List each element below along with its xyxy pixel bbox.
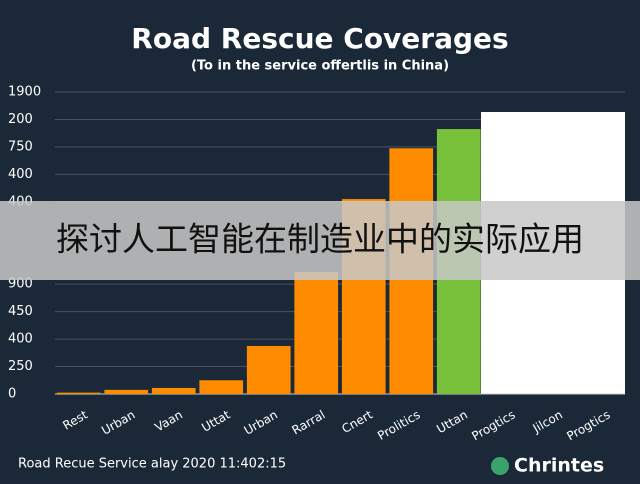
x-tick-label: Urban (242, 408, 280, 438)
x-tick-label: Rarral (290, 408, 328, 438)
x-tick-label: Jilcon (530, 408, 565, 437)
x-tick-label: Progtics (564, 408, 612, 444)
y-tick-label: 1900 (8, 85, 41, 100)
x-tick-label: Prolitics (375, 408, 422, 443)
brand-name: Chrintes (514, 455, 604, 477)
y-tick-label: 400 (8, 167, 33, 182)
y-tick-label: 450 (8, 304, 33, 319)
caption-banner (0, 201, 640, 280)
bar (199, 380, 244, 394)
y-tick-label: 250 (8, 359, 33, 374)
bar (104, 389, 149, 394)
x-tick-label: Rest (60, 407, 90, 432)
x-tick-label: Urban (99, 408, 137, 438)
bar (246, 345, 291, 394)
y-tick-label: 750 (8, 139, 33, 154)
bar (56, 392, 101, 394)
x-tick-label: Cnert (339, 407, 375, 436)
bar (294, 271, 339, 394)
x-tick-label: Uttan (434, 408, 470, 437)
y-tick-label: 0 (8, 387, 16, 402)
footer-note: Road Recue Service alay 2020 11:402:15 (18, 457, 286, 472)
y-tick-label: 200 (8, 112, 33, 127)
x-tick-label: Progtics (469, 408, 517, 444)
y-tick-label: 400 (8, 332, 33, 347)
brand-logo (491, 457, 509, 475)
chart-title: Road Rescue Coverages (131, 22, 508, 55)
x-tick-label: Vaan (152, 408, 185, 435)
chart-subtitle: (To in the service offertlis in China) (191, 59, 449, 74)
overlay-caption: 探讨人工智能在制造业中的实际应用 (56, 220, 584, 259)
x-tick-label: Uttat (199, 407, 232, 434)
y-tick-label: 900 (8, 277, 33, 292)
bar (151, 387, 196, 394)
